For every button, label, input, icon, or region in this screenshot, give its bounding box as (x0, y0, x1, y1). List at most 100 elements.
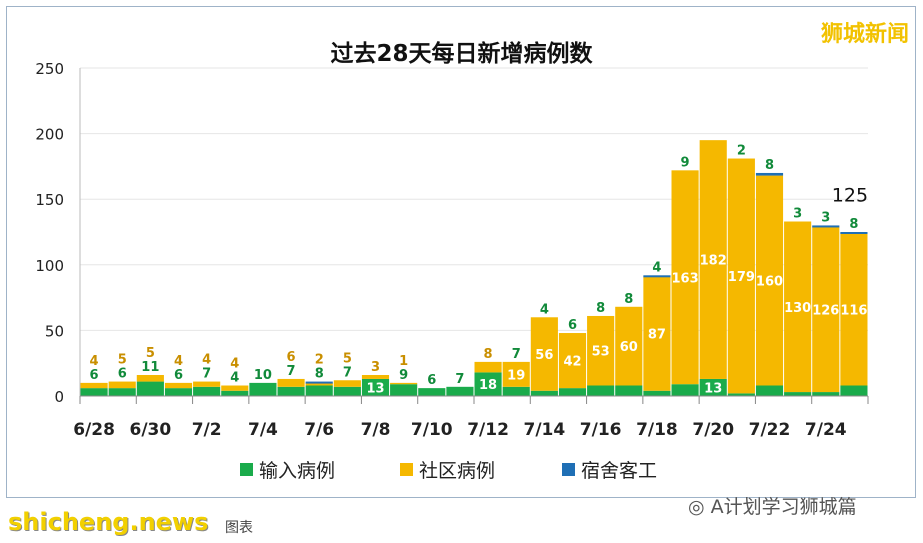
bar-community (502, 361, 530, 387)
legend-swatch (240, 463, 253, 476)
bar-import (333, 386, 361, 396)
data-label: 8 (624, 292, 633, 307)
data-label: 2 (315, 353, 324, 368)
bar-community (643, 276, 671, 391)
data-label: 42 (563, 355, 581, 370)
y-tick-label: 150 (35, 191, 64, 209)
bar-import (587, 385, 615, 396)
data-label: 11 (141, 360, 159, 375)
data-label: 53 (592, 345, 610, 360)
bar-community (530, 317, 558, 391)
data-label: 9 (399, 368, 408, 383)
x-tick-label: 7/16 (580, 420, 622, 440)
data-label: 7 (287, 364, 296, 379)
bar-community (164, 382, 193, 389)
data-label: 10 (254, 368, 272, 383)
bar-import (164, 388, 193, 396)
y-tick-label: 100 (35, 257, 64, 275)
bar-import (502, 386, 530, 396)
x-tick-label: 7/20 (692, 420, 734, 440)
bar-dorm (840, 232, 868, 234)
data-label: 7 (202, 367, 211, 382)
x-tick-label: 7/18 (636, 420, 678, 440)
y-tick-label: 200 (35, 126, 64, 144)
data-label: 4 (202, 353, 211, 368)
data-label: 126 (812, 303, 839, 318)
bar-community (558, 333, 587, 389)
bar-community (136, 375, 164, 382)
x-tick-label: 7/6 (304, 420, 334, 440)
data-label: 5 (118, 353, 127, 368)
bar-community (108, 381, 136, 389)
data-label: 163 (672, 271, 699, 286)
bar-community (840, 233, 868, 386)
x-tick-label: 7/8 (361, 420, 391, 440)
bar-import (80, 388, 108, 396)
bar-import (108, 388, 136, 396)
bar-import (699, 378, 727, 396)
bar-community (755, 175, 784, 386)
bar-import (390, 384, 418, 396)
bar-import (305, 385, 333, 396)
data-label: 3 (821, 210, 830, 225)
data-label: 6 (118, 367, 127, 382)
x-tick-label: 7/24 (805, 420, 847, 440)
data-label: 160 (756, 275, 783, 290)
bar-import (136, 381, 164, 396)
bar-import (361, 378, 390, 396)
data-label: 13 (366, 381, 384, 396)
bar-import (671, 384, 699, 396)
bar-community (333, 380, 361, 387)
data-label: 5 (343, 351, 352, 366)
bar-dorm (643, 275, 671, 278)
legend-label: 输入病例 (259, 460, 336, 482)
data-label: 19 (507, 368, 525, 383)
legend-label: 社区病例 (419, 460, 496, 482)
bar-import (643, 390, 671, 396)
bar-dorm (812, 225, 840, 228)
bar-community (727, 158, 755, 394)
legend-swatch (562, 463, 575, 476)
bar-import (755, 385, 784, 396)
bar-import (446, 386, 474, 396)
data-label: 8 (849, 217, 858, 232)
x-tick-label: 7/2 (192, 420, 222, 440)
data-label: 5 (146, 346, 155, 361)
bar-import (221, 390, 249, 396)
x-tick-label: 7/10 (411, 420, 453, 440)
bar-import (615, 385, 643, 396)
y-tick-label: 250 (35, 60, 64, 78)
chart-title: 过去28天每日新增病例数 (330, 41, 593, 67)
data-label: 60 (620, 340, 638, 355)
bar-import (193, 386, 221, 396)
data-label: 4 (230, 371, 239, 386)
bar-import (530, 390, 558, 396)
data-label: 1 (399, 354, 408, 369)
legend-label: 宿舍客工 (581, 460, 658, 482)
data-label: 2 (737, 144, 746, 159)
x-tick-label: 6/30 (130, 420, 172, 440)
data-label: 6 (90, 368, 99, 383)
data-label: 8 (315, 367, 324, 382)
data-label: 4 (90, 354, 99, 369)
data-label: 4 (652, 260, 661, 275)
x-tick-label: 7/12 (467, 420, 509, 440)
x-tick-label: 6/28 (73, 420, 115, 440)
data-label: 8 (484, 347, 493, 362)
data-label: 116 (840, 303, 867, 318)
data-label: 8 (765, 158, 774, 173)
bar-community (699, 140, 727, 379)
data-label: 56 (535, 348, 553, 363)
bar-community (474, 361, 502, 373)
y-tick-label: 50 (45, 322, 64, 340)
bar-community (277, 378, 305, 387)
wechat-source: ◎ A计划学习狮城篇 (688, 496, 857, 518)
data-label: 6 (174, 368, 183, 383)
x-tick-label: 7/14 (524, 420, 566, 440)
legend-import: 输入病例 (240, 456, 335, 483)
legend-community: 社区病例 (400, 456, 495, 483)
bar-community (305, 382, 333, 386)
bar-community (615, 306, 643, 386)
bar-import (558, 388, 587, 396)
